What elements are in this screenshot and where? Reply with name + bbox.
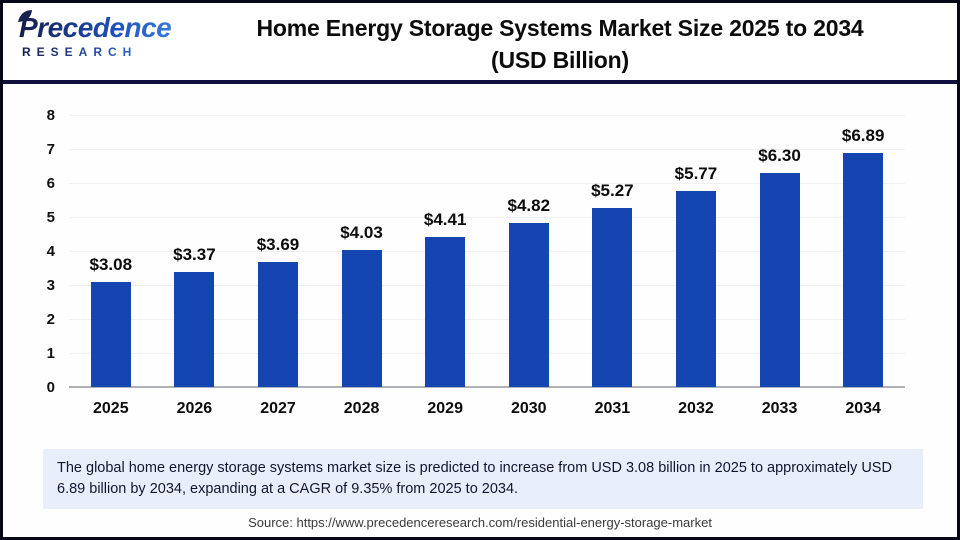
y-axis-tick-label: 6 [46,175,55,192]
gridline [69,352,905,354]
logo-wordmark: Precedence [18,10,189,44]
y-axis-tick-label: 2 [46,311,55,328]
x-axis-label: 2032 [678,400,714,417]
summary-box: The global home energy storage systems m… [43,449,923,510]
bar-value-label: $6.89 [841,125,885,145]
x-axis-label: 2030 [510,400,547,417]
gridline [69,148,905,150]
x-axis-baseline [69,386,905,388]
x-axis-label: 2028 [343,400,380,417]
bar [759,172,800,387]
gridline [69,216,905,218]
bar-group: $4.03 2028 [320,115,403,417]
gridline [69,182,905,184]
bar-value-label: $4.03 [340,222,383,242]
bar-value-label: $4.41 [423,210,467,230]
bar-value-label: $4.82 [507,196,551,216]
chart-title: Home Energy Storage Systems Market Size … [188,12,932,76]
bar-value-label: $3.08 [89,255,133,275]
bar-value-label: $3.37 [173,245,216,265]
bar [425,237,466,387]
header-divider [3,80,957,84]
bar-group: $6.30 2033 [738,115,821,417]
logo-text: Precedence [19,12,172,43]
bar [843,152,884,387]
x-axis-label: 2033 [761,400,798,417]
bar-value-label: $5.77 [674,163,718,183]
bar-group: $4.82 2030 [487,115,570,417]
y-axis-tick-label: 7 [46,141,55,158]
bar-group: $5.27 2031 [571,115,654,417]
x-axis-label: 2027 [260,400,296,417]
bar [174,272,215,387]
x-axis-label: 2031 [594,400,631,417]
precedence-research-logo: Precedence RESEARCH [18,10,189,59]
chart-title-line2: (USD Billion) [491,47,629,74]
chart-title-line1: Home Energy Storage Systems Market Size … [256,15,864,41]
y-axis-tick-label: 1 [46,345,55,362]
bar-group: $5.77 2032 [654,115,737,417]
plot-area: 0 1 2 3 4 5 6 7 8 $3.08 2025 $3.37 2026 $3.69 2027 $4.0… [47,107,905,417]
bar [508,223,549,387]
x-axis-label: 2026 [176,400,213,417]
bar [675,190,716,387]
source-line: Source: https://www.precedenceresearch.c… [248,515,712,530]
bar [592,207,633,387]
bar [341,249,382,387]
gridline [69,318,905,320]
y-axis-tick-label: 8 [46,107,55,124]
leaf-icon [18,10,32,22]
y-axis-tick-label: 3 [46,277,55,294]
bar [257,261,298,387]
bar-group: $3.08 2025 [69,115,152,417]
bar-group: $3.69 2027 [236,115,319,417]
x-axis-label: 2025 [93,400,129,417]
bars-row: $3.08 2025 $3.37 2026 $3.69 2027 $4.03 2028 $4.4… [69,115,905,417]
bar-value-label: $5.27 [591,180,634,200]
logo-subtext: RESEARCH [19,45,189,59]
y-axis-tick-label: 4 [46,243,55,260]
y-axis-tick-label: 5 [46,209,55,226]
bar [90,282,131,387]
bar-group: $4.41 2029 [404,115,487,417]
bar-value-label: $6.30 [758,145,801,165]
bar-value-label: $3.69 [256,234,300,254]
header: Precedence RESEARCH Home Energy Storage … [3,3,957,80]
gridline [69,114,905,116]
gridline [69,250,905,252]
bar-group: $3.37 2026 [153,115,236,417]
bar-group: $6.89 2034 [822,115,905,417]
y-axis-tick-label: 0 [46,379,55,396]
gridline [69,284,905,286]
x-axis-label: 2034 [845,400,881,417]
x-axis-label: 2029 [427,400,463,417]
